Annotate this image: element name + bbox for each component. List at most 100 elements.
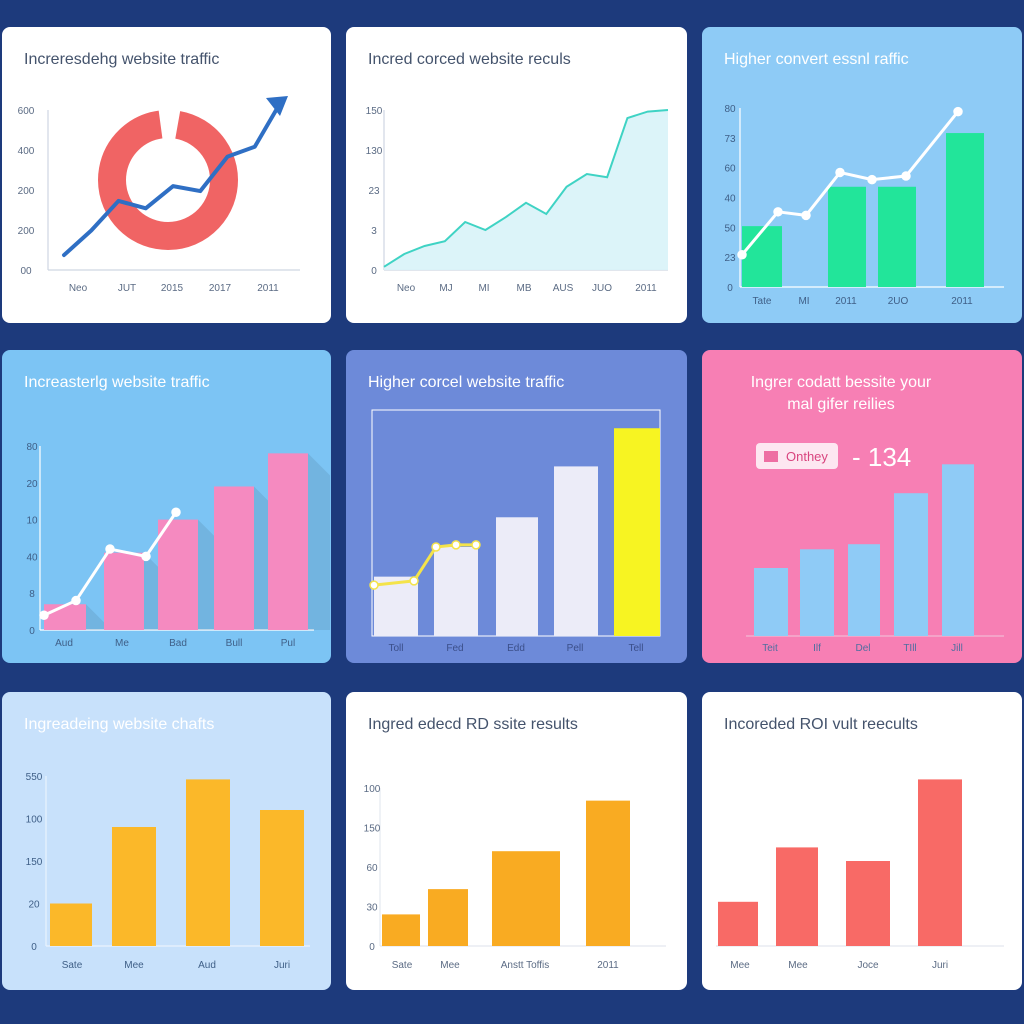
x-tick-label: 2011	[951, 296, 973, 307]
bar	[878, 186, 916, 287]
x-tick-label: MI	[798, 296, 809, 307]
data-point	[773, 207, 783, 217]
y-tick-label: 60	[366, 863, 378, 874]
badge-swatch	[764, 450, 778, 462]
y-tick-label: 200	[18, 226, 35, 237]
data-point	[409, 576, 419, 586]
y-tick-label: 23	[368, 186, 380, 197]
x-tick-label: Mee	[124, 960, 144, 971]
chart-plot: 600 400 200 200 00 Neo JUT 2015 2017 2011	[18, 96, 300, 294]
bar	[918, 779, 962, 946]
bar	[104, 552, 144, 630]
y-tick-label: 0	[727, 283, 733, 294]
bar	[828, 186, 866, 287]
chart-title: Higher corcel website traffic	[368, 374, 565, 391]
bar	[428, 889, 468, 946]
y-tick-label: 100	[26, 815, 43, 826]
data-point	[431, 542, 441, 552]
y-tick-label: 150	[26, 857, 43, 868]
y-tick-label: 150	[364, 824, 381, 835]
data-point	[141, 551, 151, 562]
bar	[44, 604, 86, 630]
x-tick-label: Neo	[69, 283, 88, 294]
x-tick-label: Teit	[762, 643, 778, 654]
data-point	[105, 544, 115, 554]
x-tick-label: Bad	[169, 638, 187, 649]
y-tick-label: 50	[724, 223, 736, 234]
y-tick-label: 600	[18, 106, 35, 117]
x-tick-label: JUT	[118, 283, 136, 294]
x-tick-label: AUS	[553, 283, 574, 294]
chart-plot: 150 130 23 3 0 Neo MJ MI MB AUS JUO 2011	[366, 106, 669, 294]
chart-title: Increasterlg website traffic	[24, 374, 210, 391]
chart-svg: Teit Ilf Del TIll Jill	[746, 464, 1004, 654]
bar	[848, 544, 880, 636]
chart-title: Incoreded ROI vult reecults	[724, 716, 918, 733]
data-point	[901, 171, 911, 181]
bar	[942, 464, 974, 636]
x-tick-label: TIll	[903, 643, 916, 654]
bar	[434, 546, 478, 636]
bar	[382, 914, 420, 946]
x-tick-label: MI	[478, 283, 489, 294]
data-point	[835, 167, 845, 178]
bar	[260, 810, 304, 946]
x-tick-label: Neo	[397, 283, 416, 294]
x-tick-label: Joce	[857, 960, 879, 971]
y-tick-label: 100	[364, 784, 381, 795]
y-tick-label: 60	[724, 164, 736, 175]
bar	[112, 827, 156, 946]
chart-plot: Toll Fed Edd Pell Tell	[369, 409, 661, 654]
x-tick-label: Juri	[274, 960, 290, 971]
data-point	[369, 580, 379, 590]
bar	[496, 517, 538, 636]
data-point	[801, 210, 811, 221]
x-tick-label: Anstt Toffis	[501, 960, 550, 971]
y-tick-label: 3	[371, 226, 377, 237]
x-tick-label: Mee	[440, 960, 460, 971]
x-tick-label: 2011	[835, 296, 857, 307]
chart-title: Ingreadeing website chafts	[24, 716, 215, 733]
bar	[214, 486, 254, 630]
bar	[776, 847, 818, 946]
chart-svg: Toll Fed Edd Pell Tell	[369, 409, 661, 654]
y-tick-label: 80	[26, 442, 38, 453]
y-tick-label: 30	[366, 903, 378, 914]
y-tick-label: 20	[26, 479, 38, 490]
y-tick-label: 00	[20, 266, 32, 277]
data-point	[471, 540, 481, 550]
chart-plot: 100 150 60 30 0 Sate Mee Anstt Toffis 2011	[364, 784, 666, 971]
bar	[614, 428, 660, 636]
y-tick-label: 0	[31, 942, 37, 953]
x-tick-label: Mee	[730, 960, 750, 971]
bar-shadow	[86, 604, 108, 630]
bar	[586, 800, 630, 946]
y-tick-label: 10	[26, 516, 38, 527]
y-tick-label: 40	[724, 194, 736, 205]
x-tick-label: Aud	[55, 638, 73, 649]
x-tick-label: 2UO	[888, 296, 909, 307]
bar	[718, 901, 758, 946]
chart-title: Higher convert essnl raffic	[724, 51, 909, 68]
data-point	[39, 610, 49, 621]
chart-card-6: Ingrer codatt bessite your mal gifer rei…	[702, 350, 1022, 663]
bar	[158, 519, 198, 630]
x-tick-label: Pul	[281, 638, 295, 649]
y-tick-label: 150	[366, 106, 383, 117]
x-tick-label: 2011	[257, 283, 279, 294]
x-tick-label: 2011	[635, 283, 657, 294]
x-tick-label: 2017	[209, 283, 232, 294]
chart-card-1: Increresdehg website traffic 600 400 200 20…	[2, 27, 331, 323]
x-tick-label: MJ	[439, 283, 452, 294]
x-tick-label: Ilf	[813, 643, 821, 654]
y-tick-label: 550	[26, 772, 43, 783]
arrow-head	[266, 96, 288, 116]
data-point	[953, 106, 963, 117]
bar	[50, 903, 92, 946]
chart-svg: 100 150 60 30 0 Sate Mee Anstt Toffis 2011	[364, 784, 666, 971]
chart-card-5: Higher corcel website traffic Toll Fed Edd…	[346, 350, 687, 663]
x-tick-label: Tell	[628, 643, 643, 654]
